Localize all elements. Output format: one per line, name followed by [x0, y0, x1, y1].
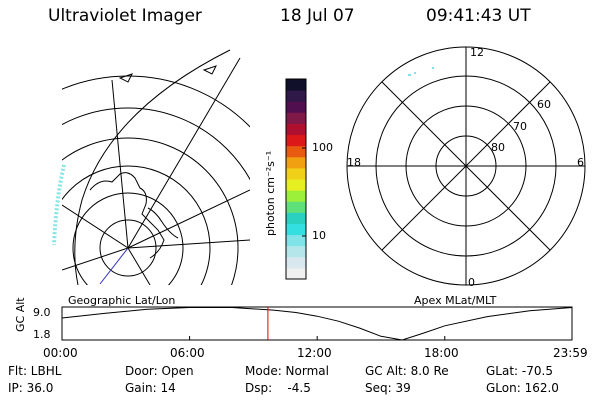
- x-tick-0600: 06:00: [170, 346, 205, 360]
- colorbar-cell: [286, 167, 306, 180]
- lat-circle: [62, 107, 250, 181]
- mlt-label-12: 12: [470, 46, 484, 59]
- colorbar-cell: [286, 179, 306, 191]
- ip-info: IP: 36.0: [8, 381, 54, 395]
- colorbar-tick-100: 100: [312, 141, 333, 154]
- colorbar-cell: [286, 112, 306, 124]
- x-tick-1800: 18:00: [424, 346, 459, 360]
- lat-circle: [62, 75, 250, 128]
- x-tick-0000: 00:00: [43, 346, 78, 360]
- colorbar-cell: [286, 212, 306, 224]
- meridian-line: [127, 189, 250, 249]
- instrument-title: Ultraviolet Imager: [48, 6, 202, 26]
- meridian-line: [111, 79, 129, 249]
- glat-info: GLat: -70.5: [486, 364, 553, 378]
- geo-panel-label: Geographic Lat/Lon: [68, 294, 176, 307]
- x-tick-2359: 23:59: [553, 346, 588, 360]
- time-label: 09:41:43 UT: [426, 6, 531, 26]
- colorbar-cell: [286, 145, 306, 158]
- polar-panel-label: Apex MLat/MLT: [414, 294, 497, 307]
- meridian-line: [127, 57, 241, 249]
- satellite-track: [99, 247, 129, 285]
- mode-info: Mode: Normal: [245, 364, 329, 378]
- lat-label-70: 70: [513, 120, 527, 133]
- door-info: Door: Open: [125, 364, 194, 378]
- coastline: [202, 65, 217, 75]
- altitude-ytick-low: 1.8: [33, 328, 51, 341]
- altitude-ytick-high: 9.0: [33, 306, 51, 319]
- mlt-label-18: 18: [347, 156, 361, 169]
- mlt-label-6: 6: [577, 156, 584, 169]
- date-label: 18 Jul 07: [280, 6, 355, 26]
- colorbar-cell: [286, 201, 306, 213]
- colorbar-cell: [286, 101, 306, 113]
- colorbar-tick-10: 10: [312, 229, 326, 242]
- lat-label-80: 80: [491, 141, 505, 154]
- x-tick-1200: 12:00: [297, 346, 332, 360]
- colorbar-cell: [286, 245, 306, 258]
- lat-circle: [72, 192, 184, 285]
- colorbar-cell: [286, 267, 306, 280]
- lat-circle: [62, 137, 239, 285]
- colorbar-cell: [286, 234, 306, 247]
- colorbar-cell: [286, 190, 306, 202]
- coastline: [118, 73, 133, 83]
- altitude-plot-frame: [61, 306, 573, 341]
- gc-alt-info: GC Alt: 8.0 Re: [365, 364, 449, 378]
- aurora-emission: [52, 164, 66, 246]
- lat-label-60: 60: [537, 98, 551, 111]
- colorbar-cell: [286, 223, 306, 236]
- colorbar-cell: [286, 79, 306, 91]
- meridian-line: [62, 247, 129, 271]
- colorbar-cell: [286, 134, 306, 147]
- colorbar-cell: [286, 156, 306, 169]
- lat-circle: [99, 219, 157, 277]
- altitude-ylabel: GC Alt: [14, 297, 27, 332]
- meridian-line: [127, 239, 250, 249]
- dsp-info: Dsp: -4.5: [245, 381, 311, 395]
- seq-info: Seq: 39: [365, 381, 411, 395]
- glon-info: GLon: 162.0: [486, 381, 559, 395]
- coastline: [89, 172, 165, 259]
- meridian-line: [127, 247, 151, 285]
- colorbar-cell: [286, 123, 306, 136]
- gain-info: Gain: 14: [125, 381, 176, 395]
- colorbar-cell: [286, 90, 306, 102]
- meridian-line: [62, 204, 129, 249]
- colorbar-cell: [286, 256, 306, 269]
- altitude-series-line: [61, 307, 573, 341]
- coastline: [147, 207, 179, 239]
- polar-diagonal: [381, 81, 551, 251]
- filter-info: Flt: LBHL: [8, 364, 62, 378]
- mlt-label-0: 0: [468, 276, 475, 289]
- polar-aurora-spots: [408, 67, 434, 76]
- lat-circle: [62, 165, 211, 285]
